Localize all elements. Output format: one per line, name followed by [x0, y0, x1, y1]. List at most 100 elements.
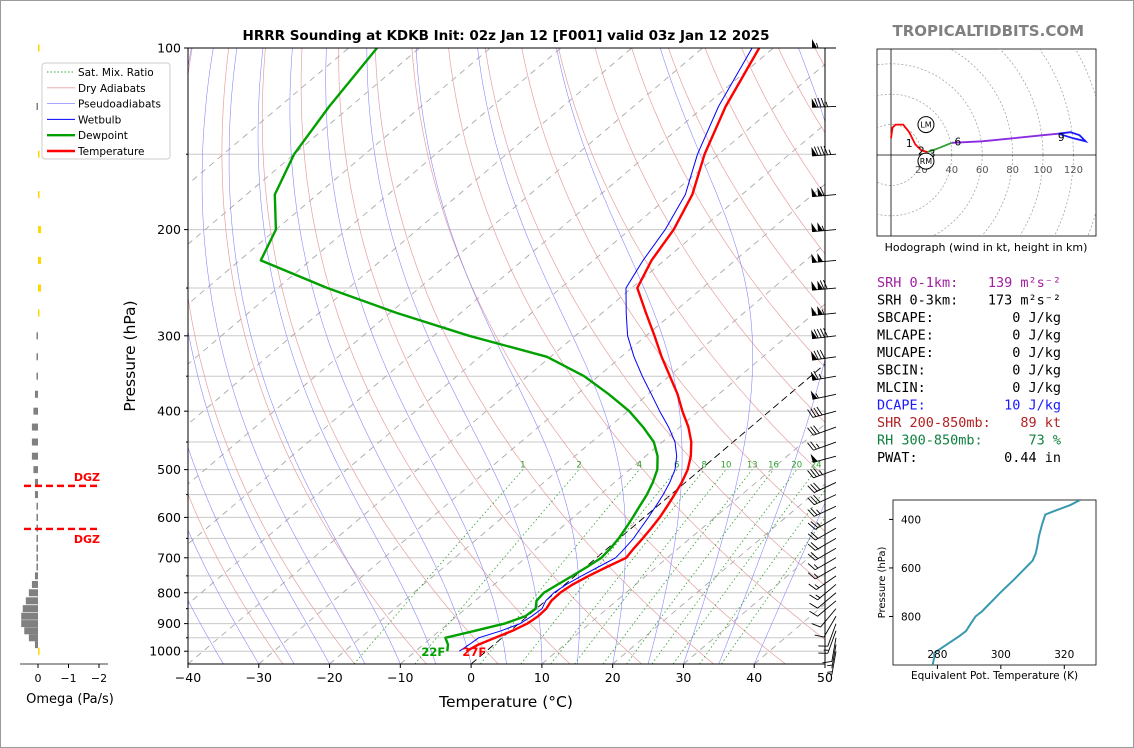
- theta-e-x-tick-label: 280: [927, 649, 947, 661]
- barb-shaft: [814, 494, 837, 506]
- wind-barb: [811, 608, 837, 628]
- barb-flag: [811, 146, 818, 156]
- brand-watermark: TROPICALTIDBITS.COM: [893, 22, 1085, 40]
- barb-full: [810, 484, 818, 492]
- barb-full: [807, 442, 814, 451]
- barb-flag: [817, 222, 824, 232]
- barb-full: [807, 497, 815, 506]
- wind-barb: [818, 623, 837, 647]
- isotherm-line: [470, 363, 825, 664]
- barb-shaft: [814, 527, 837, 541]
- barb-full: [807, 553, 816, 561]
- dry-adiabat-line: [300, 48, 571, 664]
- index-value: 173 m²s⁻²: [988, 293, 1061, 309]
- barb-full: [823, 279, 828, 289]
- barb-shaft: [814, 482, 837, 493]
- barb-flag: [810, 351, 818, 361]
- barb-half: [816, 509, 821, 514]
- hodograph-caption: Hodograph (wind in kt, height in km): [885, 241, 1088, 254]
- barb-flag: [811, 187, 818, 197]
- barb-full: [813, 370, 819, 380]
- barb-half: [818, 470, 823, 475]
- barb-flag: [811, 329, 818, 339]
- mixing-ratio-line: [626, 469, 774, 664]
- index-label: MUCAPE:: [877, 345, 934, 361]
- omega-bar: [34, 390, 38, 398]
- barb-flag: [810, 453, 818, 463]
- omega-bar: [28, 589, 38, 597]
- wind-barb: [811, 145, 837, 157]
- legend-entry: Dry Adiabats: [78, 83, 146, 95]
- barb-shaft: [814, 537, 837, 551]
- omega-bar: [31, 580, 38, 588]
- barb-flag: [817, 305, 824, 315]
- barb-full: [810, 552, 819, 559]
- mixing-ratio-label: 2: [576, 461, 581, 471]
- y-tick-label: 600: [157, 510, 181, 525]
- barb-shaft: [817, 600, 837, 617]
- barb-full: [807, 563, 816, 571]
- barb-full: [814, 634, 825, 638]
- barb-shaft: [831, 651, 837, 675]
- hodograph-tick-label: 60: [976, 165, 989, 176]
- pseudoadiabat-line: [257, 48, 436, 664]
- hodograph-plot: 20 40 60 80 100 120 12 3 6 9 LM RM: [877, 49, 1096, 236]
- index-value: 139 m²s⁻²: [988, 275, 1061, 291]
- barb-full: [813, 494, 821, 503]
- barb-half: [814, 584, 820, 589]
- barb-flag: [811, 222, 818, 232]
- wind-barb: [811, 97, 837, 108]
- barb-full: [820, 328, 825, 338]
- mixing-ratio-line: [520, 469, 678, 664]
- wind-barb: [811, 305, 837, 316]
- wind-barb: [808, 575, 837, 590]
- theta-e-x-label: Equivalent Pot. Temperature (K): [911, 670, 1078, 682]
- hodograph-height-label: 1: [906, 138, 913, 150]
- y-axis-label: Pressure (hPa): [121, 300, 139, 411]
- barb-full: [809, 594, 818, 601]
- barb-flag: [810, 390, 818, 400]
- y-tick-label: 500: [157, 462, 181, 477]
- hodograph-height-label: 2: [918, 145, 925, 157]
- pseudoadiabat-line: [201, 48, 366, 664]
- omega-tick-label: 0: [35, 672, 42, 685]
- hodograph-tick-label: 20: [915, 165, 928, 176]
- isotherm-line: [188, 48, 420, 245]
- barb-shaft: [813, 469, 837, 479]
- wind-barb: [811, 222, 837, 233]
- barb-full: [819, 186, 825, 196]
- barb-full: [820, 97, 825, 108]
- mixing-ratio-label: 8: [701, 461, 706, 471]
- index-value: 0 J/kg: [1012, 363, 1061, 379]
- isotherm-line: [188, 48, 349, 185]
- barb-half: [813, 573, 819, 578]
- barb-full: [813, 425, 820, 434]
- theta-e-y-tick-label: 600: [901, 563, 921, 575]
- hodograph-trace: [890, 123, 928, 153]
- legend-entry: Temperature: [77, 146, 145, 158]
- barb-full: [810, 521, 819, 529]
- barb-full: [811, 623, 821, 628]
- wind-barb: [807, 406, 837, 418]
- barb-full: [816, 406, 823, 416]
- pseudoadiabat-line: [188, 529, 260, 664]
- legend-entry: Pseudoadiabats: [78, 99, 161, 111]
- barb-full: [813, 482, 821, 491]
- dry-adiabat-line: [521, 48, 825, 532]
- barb-shaft: [816, 575, 837, 590]
- hodograph-tick-label: 40: [945, 165, 958, 176]
- omega-bar: [38, 256, 42, 264]
- index-value: 0 J/kg: [1012, 310, 1061, 326]
- wind-barb: [810, 390, 837, 400]
- mixing-ratio-line: [574, 469, 727, 664]
- y-tick-label: 700: [157, 550, 181, 565]
- dry-adiabat-line: [338, 48, 643, 664]
- barb-flag: [817, 187, 824, 197]
- wind-barb: [807, 527, 837, 541]
- wind-barb: [810, 349, 837, 361]
- barb-flag: [812, 39, 817, 48]
- barb-full: [807, 533, 816, 541]
- barb-shaft: [812, 410, 837, 418]
- index-label: PWAT:: [877, 450, 918, 466]
